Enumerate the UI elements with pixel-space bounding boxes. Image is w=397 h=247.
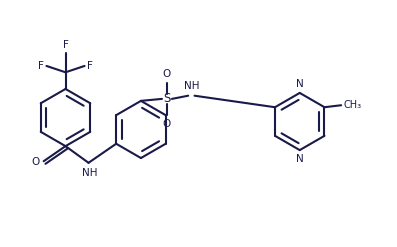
Text: N: N [296,79,304,89]
Text: CH₃: CH₃ [343,100,361,110]
Text: N: N [296,154,304,164]
Text: O: O [31,157,40,167]
Text: F: F [38,61,44,71]
Text: NH: NH [81,168,97,178]
Text: S: S [163,92,170,105]
Text: NH: NH [183,81,199,91]
Text: O: O [163,69,171,79]
Text: O: O [163,119,171,129]
Text: F: F [87,61,93,71]
Text: F: F [63,41,68,50]
